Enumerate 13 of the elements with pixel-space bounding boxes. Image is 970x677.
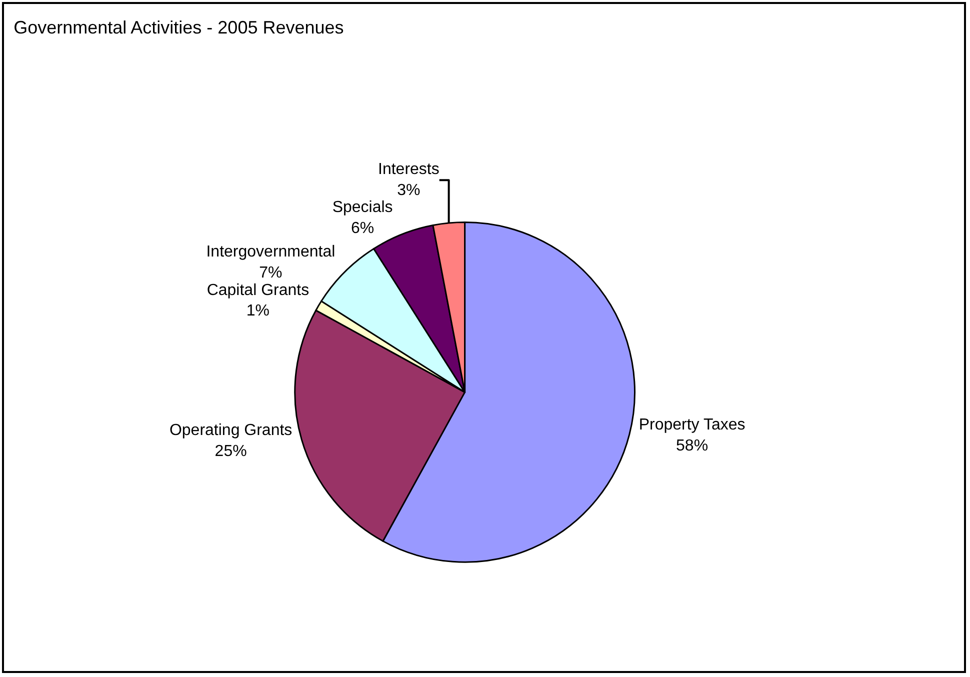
slice-label: Property Taxes xyxy=(638,416,746,434)
data-label: 7% xyxy=(259,264,282,282)
slice-label: Intergovernmental xyxy=(206,244,336,261)
chart-title: Governmental Activities - 2005 Revenues xyxy=(14,17,344,38)
slice-label: Interests xyxy=(378,161,440,178)
slice-label: Specials xyxy=(332,198,393,216)
data-label: 1% xyxy=(246,302,270,320)
data-label: 6% xyxy=(350,220,374,237)
slice-label: Operating Grants xyxy=(169,422,292,440)
data-label: 3% xyxy=(397,182,420,199)
data-label: 25% xyxy=(214,442,247,460)
data-label: 58% xyxy=(676,438,708,455)
slice-label: Capital Grants xyxy=(206,282,310,299)
